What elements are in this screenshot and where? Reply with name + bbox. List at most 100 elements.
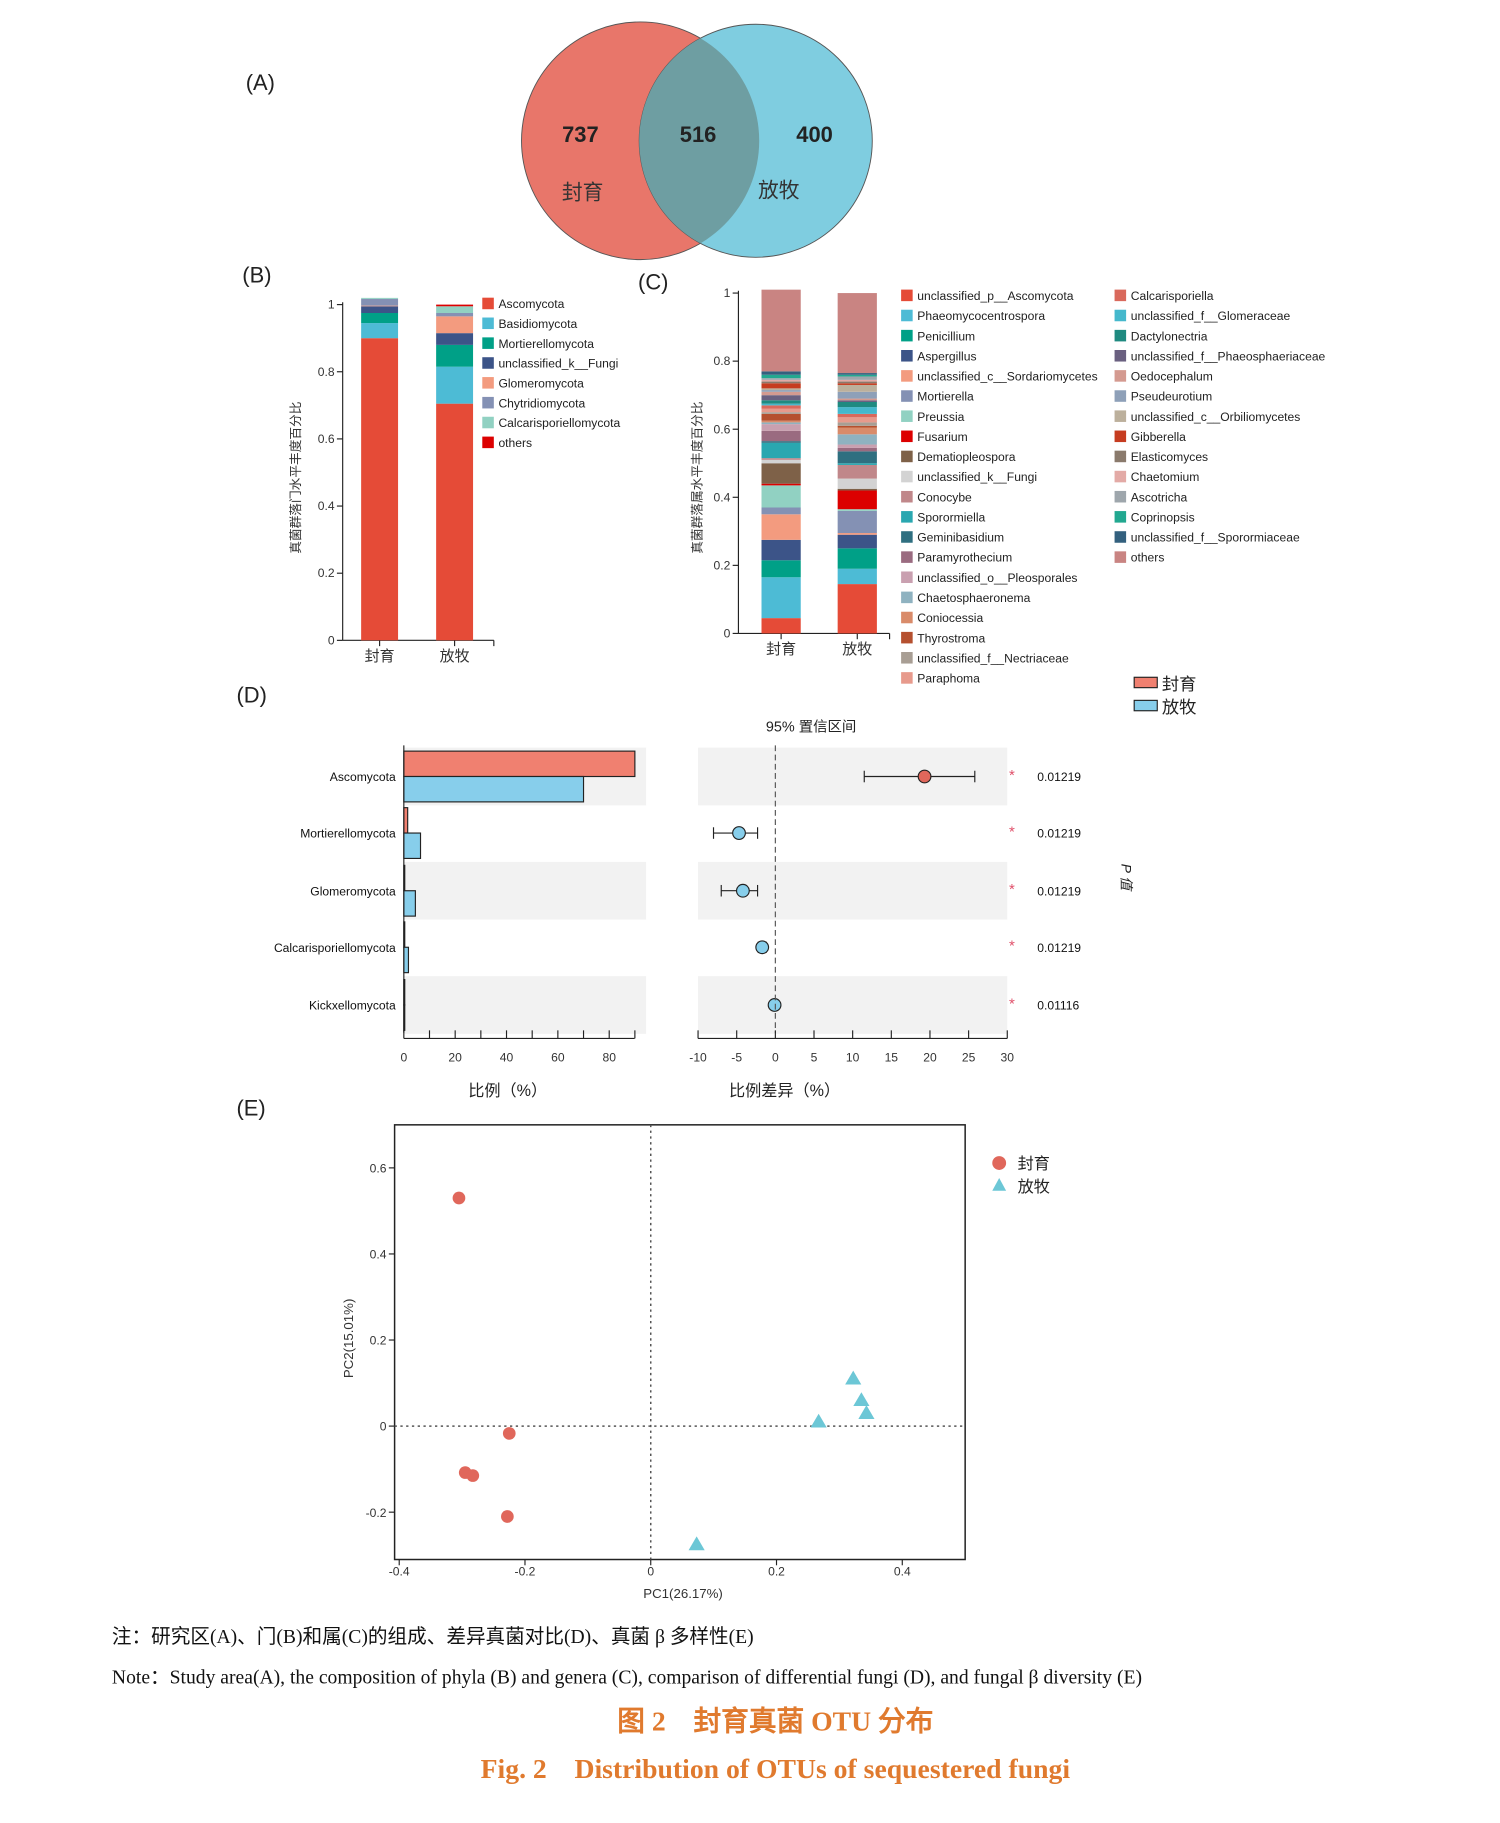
d-right-xlabel: 比例差异（%） <box>729 1082 840 1100</box>
c-legend-label: Sporormiella <box>917 510 985 524</box>
c-bar-segment <box>761 442 801 459</box>
b-bar-segment <box>436 333 474 345</box>
d-left-xtick-label: 20 <box>448 1050 462 1064</box>
c-bar-segment <box>837 444 877 448</box>
c-legend-swatch <box>901 511 913 523</box>
c-legend-label: Penicillium <box>917 329 975 343</box>
c-legend-label: Coprinopsis <box>1131 510 1195 524</box>
panel-label-c: (C) <box>638 270 668 295</box>
e-ytick-label: 0.2 <box>370 1334 387 1348</box>
c-legend-label: Phaeomycocentrospora <box>917 309 1045 323</box>
c-legend-swatch <box>1114 531 1127 543</box>
d-diff-point <box>732 826 746 840</box>
c-bar-segment <box>761 412 801 414</box>
b-bar-segment <box>361 338 399 641</box>
b-legend-swatch <box>482 377 494 389</box>
c-bar-segment <box>761 289 801 372</box>
b-ytick-label: 0.8 <box>318 365 335 379</box>
d-significance-mark: * <box>1009 881 1015 898</box>
c-legend-label: Dematiopleospora <box>917 450 1016 464</box>
b-legend-label: Chytridiomycota <box>498 396 585 410</box>
c-bar-segment <box>761 403 801 406</box>
b-legend-label: Glomeromycota <box>498 376 584 390</box>
e-point-fangmu <box>853 1392 870 1407</box>
b-legend-swatch <box>482 436 494 449</box>
c-ytick-label: 0.6 <box>714 422 731 436</box>
c-ytick-label: 0.2 <box>714 558 731 572</box>
d-significance-mark: * <box>1009 767 1015 784</box>
c-bar-segment <box>837 391 877 399</box>
venn-label-fengyu: 封育 <box>562 182 604 205</box>
c-bar-segment <box>837 417 877 423</box>
c-bar-segment <box>761 463 801 484</box>
d-right-xtick-label: 30 <box>1001 1050 1015 1064</box>
c-legend-label: Preussia <box>917 410 964 424</box>
d-right-xtick-label: 0 <box>772 1050 779 1064</box>
b-bar-segment <box>436 312 474 317</box>
c-bar-segment <box>837 533 877 535</box>
d-bar-fangmu <box>403 832 422 860</box>
c-ytick-label: 1 <box>724 286 731 300</box>
d-p-value: 0.01219 <box>1037 884 1081 898</box>
b-bar-segment <box>436 403 474 641</box>
e-legend-circle-icon <box>992 1156 1007 1170</box>
d-p-label: P 值 <box>1118 864 1134 893</box>
c-bar-segment <box>761 539 801 561</box>
c-legend-swatch <box>901 309 913 322</box>
e-xtick-label: 0.4 <box>894 1565 911 1579</box>
d-left-xtick-label: 80 <box>602 1050 616 1064</box>
c-ytick-label: 0.8 <box>714 354 731 368</box>
d-right-xtick-label: -5 <box>731 1050 742 1064</box>
e-point-fangmu <box>688 1536 705 1551</box>
c-ytick-label: 0.4 <box>714 490 731 504</box>
c-bar-segment <box>837 447 877 452</box>
c-legend-swatch <box>901 430 913 443</box>
c-ylabel: 真菌群落属水平丰度百分比 <box>690 402 705 554</box>
e-ytick-label: 0.6 <box>370 1161 387 1175</box>
c-legend-swatch <box>901 652 913 664</box>
panel-b-chart: 真菌群落门水平丰度百分比 0 0.2 0.4 0.6 0.8 1 封育 放牧 Ascomycot… <box>288 297 621 665</box>
c-legend-label: Chaetomium <box>1131 470 1200 484</box>
c-bar-segment <box>837 434 877 445</box>
c-legend-swatch <box>1114 490 1127 503</box>
c-bar-segment <box>837 427 877 435</box>
c-bar-segment <box>761 420 801 423</box>
c-bar-segment <box>837 510 877 534</box>
note-en: Note：Study area(A), the composition of p… <box>112 1667 1142 1688</box>
c-bar-segment <box>837 534 877 549</box>
e-xtick-label: -0.2 <box>515 1565 536 1579</box>
c-bar-segment <box>837 413 877 418</box>
b-legend-swatch <box>482 396 494 409</box>
c-legend-swatch <box>901 289 913 302</box>
d-bar-fangmu <box>403 775 585 803</box>
d-row-band-right <box>698 976 1008 1034</box>
c-bar-segment <box>761 483 801 486</box>
c-legend-swatch <box>901 591 913 604</box>
c-legend-label: Paramyrothecium <box>917 551 1012 565</box>
c-bar-segment <box>761 422 801 425</box>
c-legend-swatch <box>1114 390 1127 402</box>
d-legend-fengyu: 封育 <box>1162 674 1197 694</box>
c-bar-segment <box>761 560 801 578</box>
b-ytick-label: 0.6 <box>318 432 335 446</box>
c-bar-segment <box>761 408 801 413</box>
c-bar-segment <box>837 407 877 414</box>
venn-count-left: 737 <box>562 122 599 147</box>
c-legend-swatch <box>901 490 913 503</box>
d-diff-point <box>767 998 782 1012</box>
d-p-value: 0.01219 <box>1037 827 1081 841</box>
panel-label-a: (A) <box>246 70 275 95</box>
c-bar-segment <box>761 378 801 380</box>
panel-label-e: (E) <box>237 1096 266 1121</box>
d-category-label: Ascomycota <box>330 770 396 784</box>
c-bar-segment <box>837 383 877 385</box>
c-legend-swatch <box>901 329 913 342</box>
c-bar-segment <box>761 388 801 391</box>
c-legend-swatch <box>901 531 913 543</box>
e-point-fangmu <box>858 1405 875 1419</box>
c-legend-swatch <box>901 551 913 563</box>
e-ytick-label: -0.2 <box>366 1506 387 1520</box>
c-legend-label: unclassified_c__Orbiliomycetes <box>1131 410 1301 424</box>
b-xtick-label: 封育 <box>365 648 395 665</box>
note-cn: 注：研究区(A)、门(B)和属(C)的组成、差异真菌对比(D)、真菌 β 多样性… <box>112 1626 754 1648</box>
